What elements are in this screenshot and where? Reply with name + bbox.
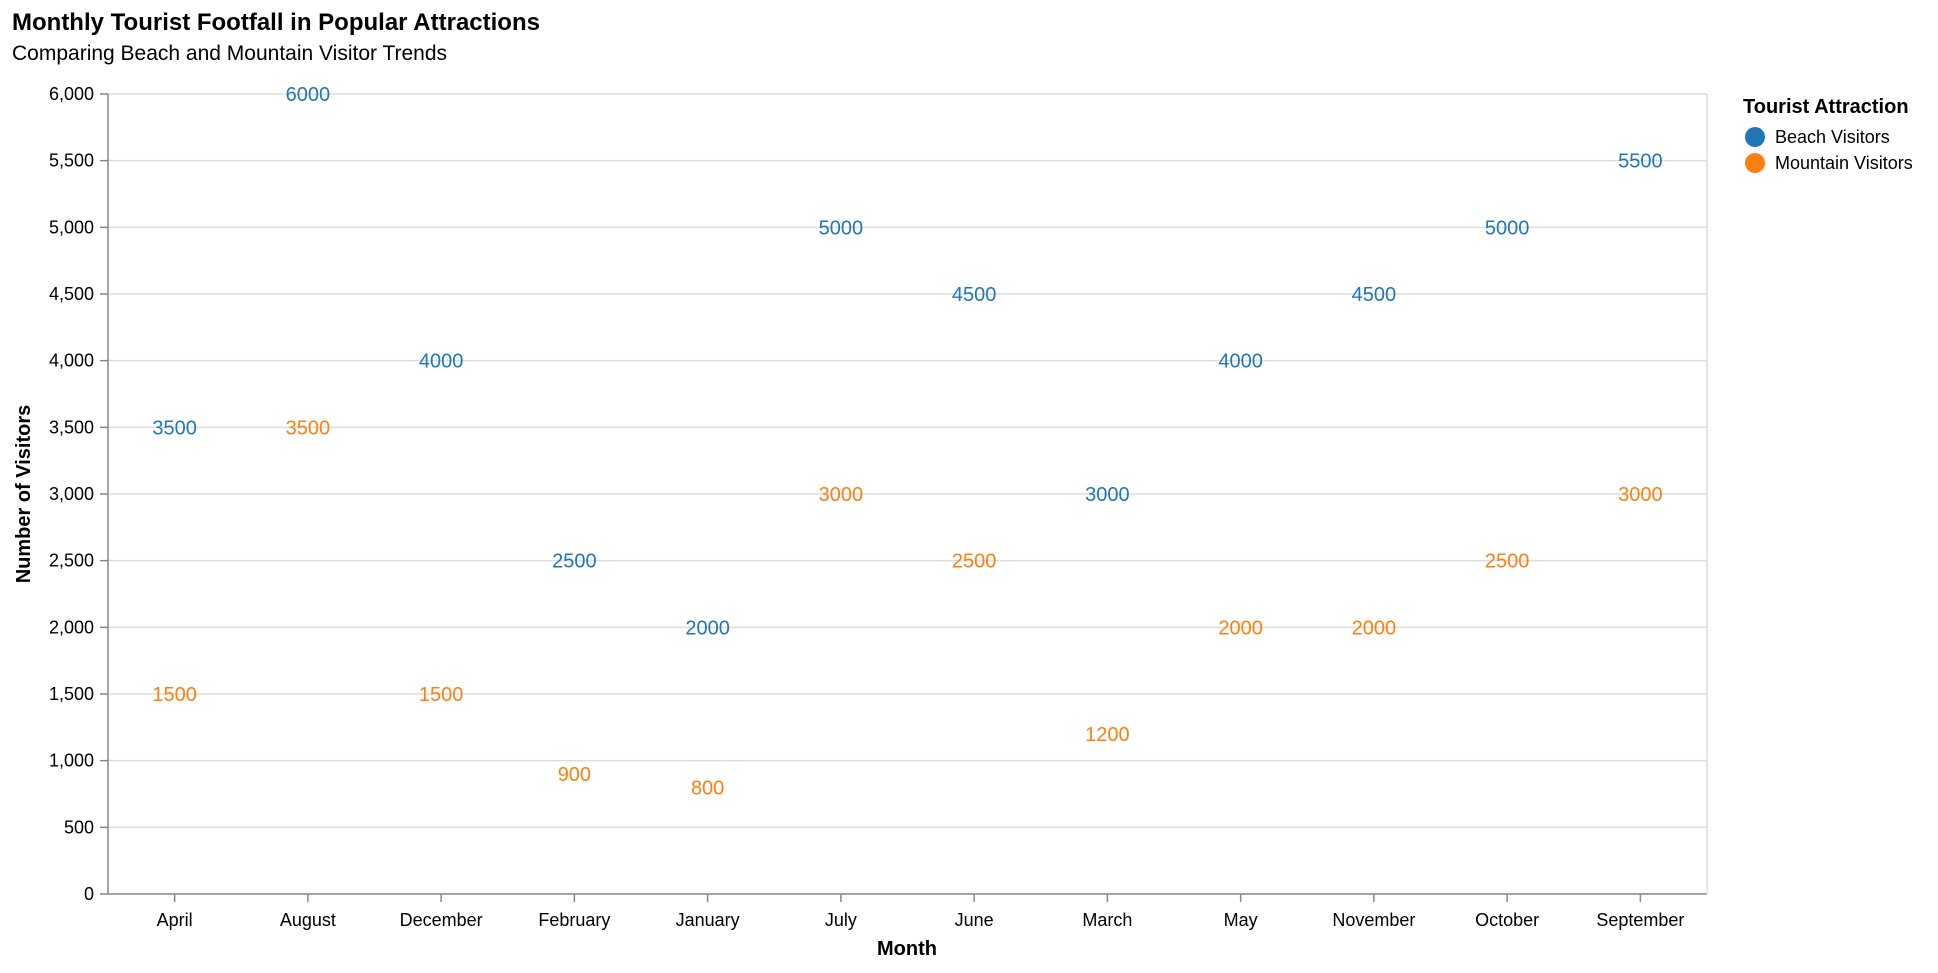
y-tick-label: 2,500 (49, 551, 94, 571)
y-tick-label: 2,000 (49, 617, 94, 637)
x-tick-label: July (825, 910, 857, 930)
data-label-beach: 2000 (685, 617, 730, 639)
x-tick-label: March (1082, 910, 1132, 930)
x-axis-title: Month (877, 938, 937, 960)
data-label-mountain: 2000 (1218, 617, 1263, 639)
data-label-mountain: 900 (558, 764, 591, 786)
x-tick-label: August (280, 910, 336, 930)
legend-label: Mountain Visitors (1775, 153, 1913, 173)
data-labels: 3500 6000 4000 2500 2000 5000 4500 3000 4000 4500… (152, 84, 1662, 799)
data-label-beach: 4500 (952, 284, 997, 306)
y-tick-label: 3,000 (49, 484, 94, 504)
legend-symbol (1745, 127, 1765, 147)
chart-title: Monthly Tourist Footfall in Popular Attr… (12, 9, 540, 36)
data-label-mountain: 1500 (419, 684, 464, 706)
data-label-beach: 4500 (1352, 284, 1397, 306)
chart-subtitle: Comparing Beach and Mountain Visitor Tre… (12, 42, 447, 65)
legend-label: Beach Visitors (1775, 127, 1890, 147)
data-label-beach: 5000 (1485, 217, 1530, 239)
data-label-mountain: 1200 (1085, 724, 1130, 746)
x-tick-label: September (1596, 910, 1684, 930)
x-tick-label: February (538, 910, 610, 930)
y-tick-label: 500 (64, 817, 94, 837)
legend-symbol (1745, 153, 1765, 173)
data-label-beach: 4000 (1218, 351, 1263, 373)
y-tick-label: 4,000 (49, 351, 94, 371)
data-label-beach: 4000 (419, 351, 464, 373)
y-axis-title: Number of Visitors (13, 405, 35, 584)
data-label-beach: 6000 (286, 84, 331, 106)
data-label-mountain: 3000 (1618, 484, 1663, 506)
data-label-beach: 3000 (1085, 484, 1130, 506)
data-label-beach: 5500 (1618, 151, 1663, 173)
data-label-mountain: 3500 (286, 417, 331, 439)
legend-title: Tourist Attraction (1743, 96, 1909, 118)
x-tick-label: June (955, 910, 994, 930)
data-label-beach: 2500 (552, 551, 597, 573)
legend-items: Beach Visitors Mountain Visitors (1745, 127, 1913, 173)
x-tick-label: May (1224, 910, 1258, 930)
y-tick-label: 0 (84, 884, 94, 904)
data-label-beach: 5000 (819, 217, 864, 239)
y-tick-label: 4,500 (49, 284, 94, 304)
y-tick-label: 5,000 (49, 217, 94, 237)
x-tick-label: October (1475, 910, 1539, 930)
data-label-mountain: 2000 (1352, 617, 1397, 639)
data-label-mountain: 800 (691, 777, 724, 799)
data-label-mountain: 1500 (152, 684, 197, 706)
y-tick-label: 5,500 (49, 151, 94, 171)
data-label-mountain: 3000 (819, 484, 864, 506)
legend: Tourist Attraction Beach Visitors Mountai… (1743, 96, 1913, 173)
x-tick-label: April (157, 910, 193, 930)
axes: 0 500 1,000 1,500 2,000 2,500 3,000 3,500 4,000 4… (49, 84, 1708, 930)
y-tick-label: 1,500 (49, 684, 94, 704)
x-tick-label: November (1332, 910, 1415, 930)
data-label-mountain: 2500 (952, 551, 997, 573)
data-label-mountain: 2500 (1485, 551, 1530, 573)
data-label-beach: 3500 (152, 417, 197, 439)
gridlines (108, 93, 1707, 895)
y-tick-label: 3,500 (49, 417, 94, 437)
y-tick-label: 1,000 (49, 751, 94, 771)
y-tick-label: 6,000 (49, 84, 94, 104)
x-tick-label: December (400, 910, 483, 930)
x-tick-label: January (676, 910, 740, 930)
